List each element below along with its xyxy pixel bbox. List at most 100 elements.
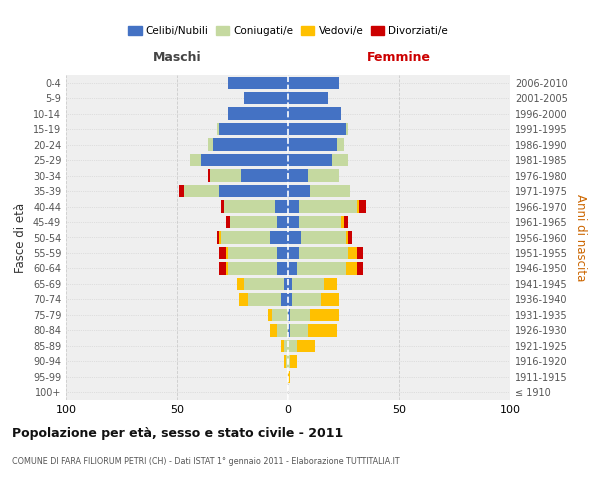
Bar [179, 185, 184, 198]
Bar [244, 278, 284, 290]
Bar [277, 324, 288, 336]
Bar [219, 247, 226, 259]
Bar [348, 247, 357, 259]
Bar [299, 216, 341, 228]
Bar [268, 308, 272, 321]
Bar [288, 262, 297, 274]
Bar [237, 278, 244, 290]
Bar [281, 293, 288, 306]
Bar [190, 154, 202, 166]
Bar [281, 340, 284, 352]
Text: COMUNE DI FARA FILIORUM PETRI (CH) - Dati ISTAT 1° gennaio 2011 - Elaborazione T: COMUNE DI FARA FILIORUM PETRI (CH) - Dat… [12, 458, 400, 466]
Bar [346, 262, 357, 274]
Bar [359, 200, 366, 212]
Bar [357, 262, 364, 274]
Bar [284, 355, 286, 368]
Bar [288, 370, 290, 383]
Bar [337, 138, 344, 151]
Bar [288, 185, 310, 198]
Bar [299, 200, 357, 212]
Y-axis label: Anni di nascita: Anni di nascita [574, 194, 587, 281]
Bar [290, 355, 297, 368]
Bar [208, 138, 212, 151]
Bar [341, 216, 343, 228]
Bar [230, 216, 277, 228]
Bar [322, 293, 339, 306]
Bar [288, 154, 332, 166]
Bar [219, 262, 226, 274]
Bar [270, 232, 288, 243]
Bar [202, 154, 288, 166]
Bar [288, 123, 346, 136]
Bar [288, 308, 290, 321]
Bar [299, 247, 348, 259]
Bar [310, 308, 339, 321]
Text: Maschi: Maschi [152, 51, 202, 64]
Bar [241, 170, 288, 182]
Bar [228, 108, 288, 120]
Bar [288, 216, 299, 228]
Bar [219, 185, 288, 198]
Bar [288, 340, 297, 352]
Bar [323, 278, 337, 290]
Bar [184, 185, 219, 198]
Bar [301, 232, 346, 243]
Bar [228, 247, 277, 259]
Bar [272, 308, 288, 321]
Bar [217, 123, 219, 136]
Bar [292, 293, 322, 306]
Bar [228, 76, 288, 89]
Bar [348, 232, 352, 243]
Text: Popolazione per età, sesso e stato civile - 2011: Popolazione per età, sesso e stato civil… [12, 428, 343, 440]
Bar [346, 232, 348, 243]
Bar [357, 200, 359, 212]
Legend: Celibi/Nubili, Coniugati/e, Vedovi/e, Divorziati/e: Celibi/Nubili, Coniugati/e, Vedovi/e, Di… [124, 22, 452, 40]
Bar [284, 340, 288, 352]
Bar [288, 247, 299, 259]
Bar [288, 324, 290, 336]
Bar [210, 170, 241, 182]
Bar [224, 200, 275, 212]
Bar [288, 278, 292, 290]
Bar [288, 92, 328, 104]
Bar [228, 262, 277, 274]
Bar [286, 355, 288, 368]
Bar [270, 324, 277, 336]
Bar [277, 216, 288, 228]
Bar [284, 278, 288, 290]
Bar [343, 216, 348, 228]
Bar [288, 232, 301, 243]
Text: Femmine: Femmine [367, 51, 431, 64]
Bar [288, 170, 308, 182]
Bar [219, 232, 221, 243]
Bar [308, 324, 337, 336]
Bar [297, 262, 346, 274]
Bar [308, 170, 339, 182]
Bar [212, 138, 288, 151]
Bar [346, 123, 348, 136]
Bar [288, 293, 292, 306]
Bar [332, 154, 348, 166]
Bar [290, 324, 308, 336]
Bar [275, 200, 288, 212]
Bar [292, 278, 323, 290]
Bar [357, 247, 364, 259]
Bar [221, 232, 270, 243]
Bar [288, 138, 337, 151]
Bar [239, 293, 248, 306]
Bar [248, 293, 281, 306]
Bar [219, 123, 288, 136]
Bar [221, 200, 224, 212]
Bar [290, 308, 310, 321]
Bar [217, 232, 219, 243]
Bar [226, 247, 228, 259]
Bar [288, 200, 299, 212]
Bar [277, 247, 288, 259]
Bar [310, 185, 350, 198]
Bar [244, 92, 288, 104]
Bar [288, 76, 339, 89]
Bar [226, 216, 230, 228]
Y-axis label: Fasce di età: Fasce di età [14, 202, 27, 272]
Bar [297, 340, 314, 352]
Bar [288, 108, 341, 120]
